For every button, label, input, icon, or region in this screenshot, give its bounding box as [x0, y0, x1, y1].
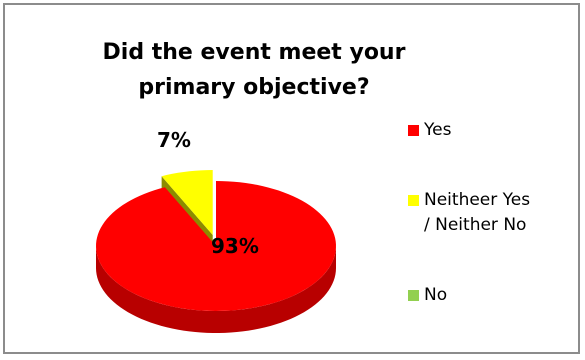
data-label-yes: 93%: [211, 234, 259, 258]
pie-slice-0-wall-0: [96, 246, 336, 333]
pie-slice-1-top: [161, 170, 213, 236]
legend-swatch-no: [408, 290, 419, 301]
legend-label-yes: Yes: [424, 120, 452, 140]
chart-title: Did the event meet your primary objectiv…: [102, 40, 406, 100]
legend-label-no: No: [424, 285, 448, 305]
legend-label-neither-line2: / Neither No: [424, 215, 527, 235]
legend-label-neither-line1: Neitheer Yes: [424, 190, 531, 210]
legend-swatch-yes: [408, 125, 419, 136]
legend-swatch-neither: [408, 195, 419, 206]
pie-slice-0-top: [96, 181, 336, 311]
data-label-neither: 7%: [157, 128, 191, 152]
